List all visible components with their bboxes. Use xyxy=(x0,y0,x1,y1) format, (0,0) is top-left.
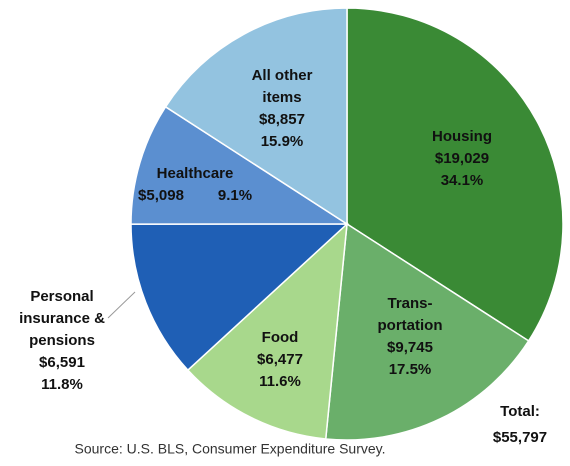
slice xyxy=(324,222,530,441)
source: Source: U.S. BLS, Consumer Expenditure S… xyxy=(75,441,386,457)
percent-label: 9.1% xyxy=(218,187,252,204)
slice-label: pensions xyxy=(29,332,95,349)
slice xyxy=(164,7,348,226)
percent-label: 17.5% xyxy=(389,361,432,378)
value-label: $6,477 xyxy=(257,351,303,368)
value-label: $5,098 xyxy=(138,187,184,204)
slice-label: Housing xyxy=(432,128,492,145)
value-label: $6,591 xyxy=(39,354,85,371)
slice xyxy=(130,223,349,372)
total-value: $55,797 xyxy=(493,429,547,446)
slice xyxy=(346,7,564,342)
slice xyxy=(130,105,350,225)
leader-line xyxy=(107,291,136,319)
pie xyxy=(130,7,564,441)
slice-label: Healthcare xyxy=(157,165,234,182)
slice-label: items xyxy=(262,89,301,106)
total-label: Total: xyxy=(500,403,540,420)
percent-label: 15.9% xyxy=(261,133,304,150)
value-label: $19,029 xyxy=(435,150,489,167)
slice xyxy=(186,222,348,440)
slice-label: portation xyxy=(378,317,443,334)
percent-label: 11.8% xyxy=(41,376,83,393)
slice-label: insurance & xyxy=(19,310,105,327)
slice-label: All other xyxy=(252,67,313,84)
value-label: $9,745 xyxy=(387,339,433,356)
slice-label: Food xyxy=(262,329,299,346)
value-label: $8,857 xyxy=(259,111,305,128)
percent-label: 11.6% xyxy=(259,373,301,390)
percent-label: 34.1% xyxy=(441,172,484,189)
slice-label: Trans- xyxy=(387,295,432,312)
slice-label: Personal xyxy=(30,288,93,305)
